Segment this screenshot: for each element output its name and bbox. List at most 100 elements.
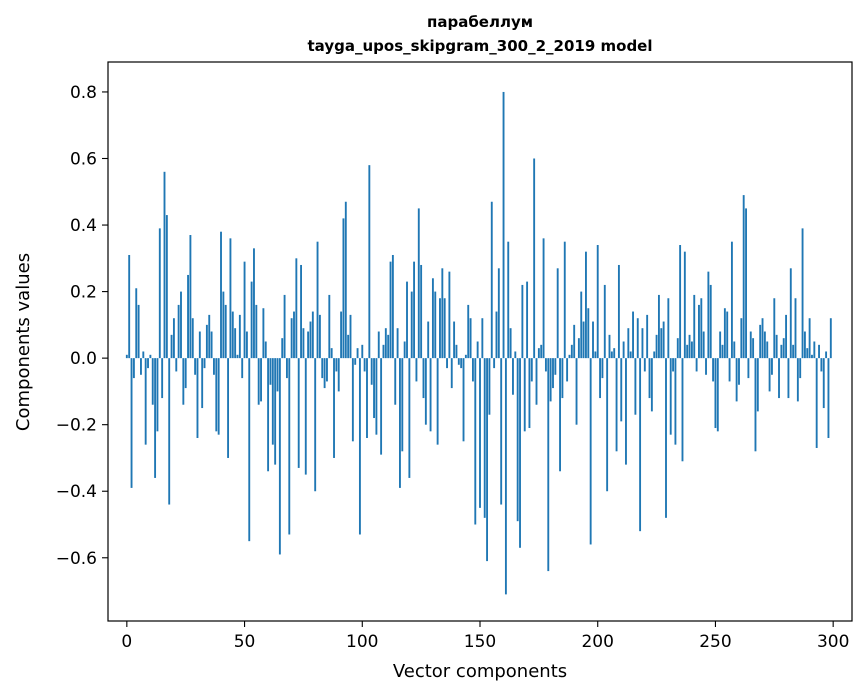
bar <box>740 318 743 359</box>
bar <box>752 338 755 359</box>
bar <box>761 318 764 359</box>
bar <box>528 358 531 429</box>
bar <box>709 284 712 359</box>
bar <box>634 358 637 415</box>
bar <box>210 331 213 359</box>
bar <box>493 358 496 369</box>
bar <box>676 338 679 359</box>
bar <box>217 358 220 435</box>
y-tick-label: −0.2 <box>56 416 97 436</box>
bar <box>575 358 578 425</box>
bar <box>620 358 623 422</box>
bar <box>603 284 606 359</box>
bar <box>375 358 378 435</box>
bar <box>399 358 401 488</box>
bar <box>189 235 192 359</box>
bar <box>500 358 503 505</box>
bar <box>434 291 437 359</box>
bar <box>580 291 583 359</box>
bar <box>570 344 573 359</box>
bar <box>730 241 733 359</box>
bar <box>771 358 773 375</box>
bar <box>283 294 286 359</box>
bar <box>196 358 199 438</box>
bar <box>719 331 722 359</box>
bar <box>467 304 470 359</box>
bar <box>763 331 766 359</box>
bar <box>519 358 521 548</box>
bar <box>384 328 387 359</box>
bar <box>516 358 519 522</box>
bar <box>681 358 684 462</box>
bar <box>401 358 404 452</box>
y-tick-label: −0.6 <box>56 549 97 569</box>
bar <box>742 195 745 359</box>
y-tick-label: 0.4 <box>70 216 97 236</box>
bar <box>811 354 813 359</box>
bar <box>278 358 281 555</box>
bar <box>347 334 350 359</box>
bar <box>137 304 140 359</box>
bar <box>559 358 561 472</box>
bar <box>646 314 649 359</box>
bar <box>497 268 500 359</box>
bar <box>267 358 270 472</box>
bar <box>427 321 430 359</box>
bar <box>248 358 251 542</box>
bar <box>690 341 693 359</box>
bar <box>413 261 416 359</box>
bar <box>281 338 284 359</box>
bar <box>756 358 759 412</box>
bar <box>354 358 357 365</box>
bar <box>441 268 444 359</box>
bar <box>227 358 230 458</box>
y-tick-label: 0.0 <box>70 349 97 369</box>
bar <box>180 291 182 359</box>
bar <box>262 308 265 359</box>
bar <box>766 341 769 359</box>
bar <box>128 254 131 359</box>
bar <box>304 358 307 475</box>
bar <box>297 358 300 468</box>
bar <box>537 348 540 359</box>
bar <box>168 358 171 505</box>
x-tick-label: 50 <box>234 632 256 652</box>
bar <box>530 358 533 382</box>
bar <box>535 358 538 405</box>
bar <box>431 278 434 359</box>
bar <box>542 238 545 359</box>
bar <box>561 358 564 399</box>
bar <box>469 318 472 359</box>
x-axis-label: Vector components <box>393 661 567 682</box>
bar <box>587 308 590 359</box>
bar <box>613 348 616 359</box>
bar <box>130 358 133 488</box>
bar <box>780 344 783 359</box>
bar <box>695 358 698 372</box>
bar <box>144 358 147 445</box>
bar <box>335 358 338 372</box>
bar <box>738 358 740 385</box>
bar <box>309 321 312 359</box>
bar <box>236 354 239 359</box>
bar <box>794 298 797 359</box>
bar <box>415 358 418 382</box>
bar <box>806 348 809 359</box>
bar <box>288 358 291 535</box>
bar <box>403 341 406 359</box>
bar <box>521 284 524 359</box>
bar <box>796 358 799 402</box>
bar <box>311 311 314 359</box>
bar <box>250 281 253 359</box>
bar <box>446 358 448 369</box>
bar <box>747 358 750 379</box>
bar <box>408 358 411 478</box>
bar <box>205 324 208 359</box>
bar <box>125 354 128 359</box>
x-tick-label: 100 <box>346 632 378 652</box>
bar <box>366 358 368 438</box>
bar <box>293 311 295 359</box>
bar <box>264 341 267 359</box>
bar <box>424 358 427 425</box>
